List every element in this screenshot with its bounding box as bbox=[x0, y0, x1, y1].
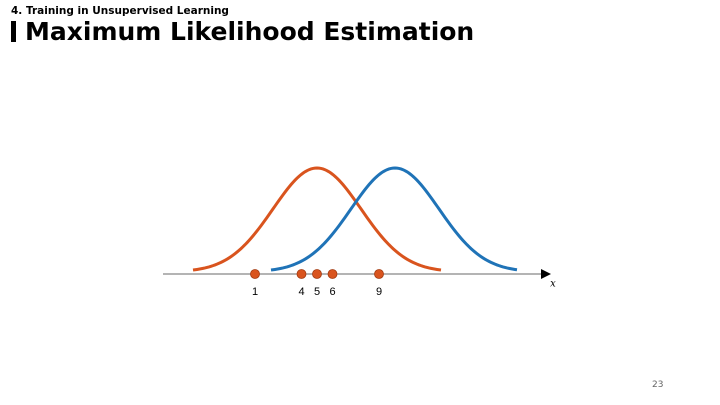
data-point bbox=[374, 269, 384, 279]
gaussian-curve bbox=[192, 166, 442, 272]
data-point bbox=[327, 269, 338, 279]
point-label: 6 bbox=[329, 286, 335, 298]
data-point bbox=[312, 269, 322, 279]
point-label: 5 bbox=[314, 286, 320, 298]
slide-title: Maximum Likelihood Estimation bbox=[25, 17, 475, 46]
point-label: 9 bbox=[376, 286, 382, 298]
axis-arrow bbox=[541, 269, 551, 279]
point-label: 1 bbox=[252, 286, 258, 298]
gaussian-curve bbox=[270, 166, 518, 272]
section-label: 4. Training in Unsupervised Learning bbox=[11, 5, 229, 17]
title-bar bbox=[11, 21, 16, 42]
slide-title-row: Maximum Likelihood Estimation bbox=[11, 17, 474, 46]
page-number: 23 bbox=[652, 380, 664, 390]
data-point bbox=[296, 269, 307, 279]
point-label: 4 bbox=[298, 286, 304, 298]
data-point bbox=[250, 269, 260, 279]
axis-label: x bbox=[550, 279, 556, 290]
